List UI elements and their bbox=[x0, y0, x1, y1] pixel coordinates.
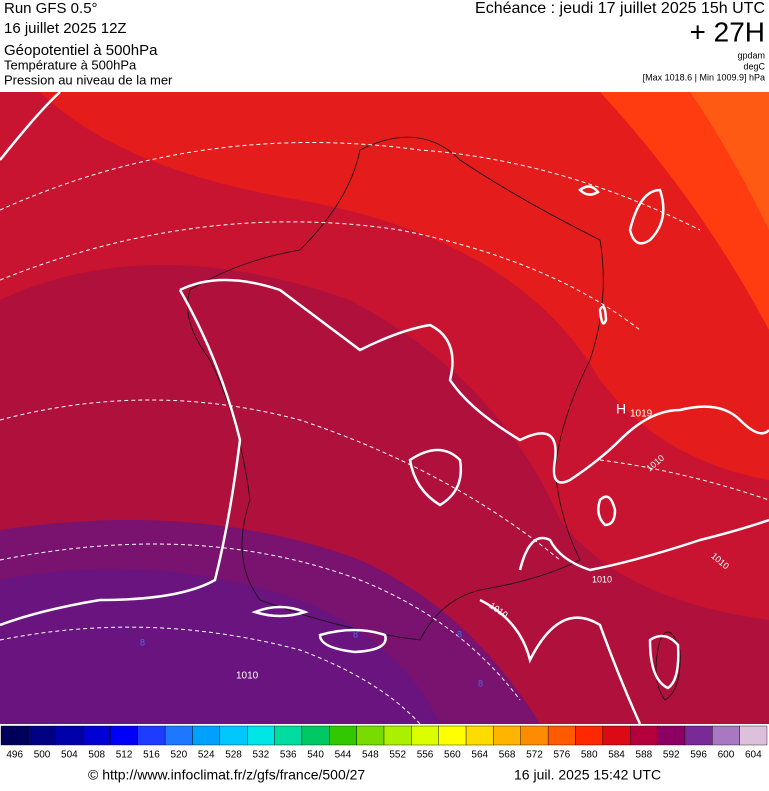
band bbox=[0, 568, 440, 724]
colorbar-label: 584 bbox=[608, 750, 625, 761]
band bbox=[690, 92, 769, 230]
unit: degC bbox=[743, 61, 765, 71]
colorbar-label: 572 bbox=[526, 750, 543, 761]
temp-label: 8 bbox=[478, 678, 483, 688]
colorbar-swatch bbox=[493, 725, 521, 746]
colorbar-swatch bbox=[55, 725, 84, 746]
colorbar-label: 496 bbox=[6, 750, 23, 761]
colorbar-swatch bbox=[28, 725, 56, 746]
colorbar-label: 508 bbox=[88, 750, 105, 761]
echeance: Echéance : jeudi 17 juillet 2025 15h UTC bbox=[475, 0, 765, 17]
colorbar-swatch bbox=[0, 725, 29, 746]
colorbar-label: 600 bbox=[718, 750, 735, 761]
colorbar-swatch bbox=[301, 725, 330, 746]
temp-label: 8 bbox=[140, 637, 145, 647]
colorbar-swatch bbox=[247, 725, 275, 746]
map: H 1019 1010 1010 1010 1010 1010 8 8 8 8 bbox=[0, 92, 769, 724]
borders bbox=[187, 136, 681, 701]
colorbar-label: 604 bbox=[745, 750, 762, 761]
colorbar-swatch bbox=[329, 725, 357, 746]
colorbar-swatch bbox=[274, 725, 303, 746]
colorbar-swatch bbox=[82, 725, 111, 746]
colorbar-swatch bbox=[712, 725, 740, 746]
colorbar-label: 596 bbox=[690, 750, 707, 761]
run-title: Run GFS 0.5° bbox=[4, 0, 98, 17]
colorbar-swatch bbox=[684, 725, 713, 746]
colorbar-label: 520 bbox=[170, 750, 187, 761]
colorbar-label: 540 bbox=[307, 750, 324, 761]
colorbar-swatch bbox=[383, 725, 412, 746]
colorbar-label: 516 bbox=[143, 750, 160, 761]
colorbar-swatch bbox=[657, 725, 686, 746]
colorbar-swatch bbox=[739, 725, 768, 746]
colorbar-label: 536 bbox=[280, 750, 297, 761]
colorbar-label: 556 bbox=[417, 750, 434, 761]
colorbar-label: 560 bbox=[444, 750, 461, 761]
colorbar-label: 580 bbox=[581, 750, 598, 761]
colorbar-label: 512 bbox=[116, 750, 133, 761]
colorbar-label: 524 bbox=[198, 750, 215, 761]
footer-url: © http://www.infoclimat.fr/z/gfs/france/… bbox=[88, 767, 365, 783]
colorbar-swatch bbox=[520, 725, 549, 746]
colorbar-label: 588 bbox=[636, 750, 653, 761]
colorbar-swatch bbox=[192, 725, 221, 746]
colorbar-label: 532 bbox=[253, 750, 270, 761]
colorbar-label: 504 bbox=[61, 750, 78, 761]
field: Géopotentiel à 500hPa bbox=[4, 42, 158, 59]
run-date: 16 juillet 2025 12Z bbox=[4, 20, 127, 37]
colorbar-swatch bbox=[575, 725, 604, 746]
colorbar-swatch bbox=[630, 725, 658, 746]
colorbar-swatch bbox=[219, 725, 248, 746]
field: Température à 500hPa bbox=[4, 57, 137, 72]
colorbar-label: 548 bbox=[362, 750, 379, 761]
colorbar-swatch bbox=[110, 725, 138, 746]
colorbar-label: 564 bbox=[471, 750, 488, 761]
colorbar-label: 568 bbox=[499, 750, 516, 761]
colorbar-swatch bbox=[438, 725, 467, 746]
colorbar-label: 528 bbox=[225, 750, 242, 761]
isobars bbox=[0, 92, 769, 724]
isobar-label: 1010 bbox=[592, 574, 612, 584]
band bbox=[600, 92, 769, 330]
temp-contours bbox=[0, 142, 769, 724]
high-marker: H bbox=[616, 401, 626, 417]
colorbar-label: 500 bbox=[34, 750, 51, 761]
colorbar-swatch bbox=[411, 725, 439, 746]
colorbar-label: 544 bbox=[335, 750, 352, 761]
temp-label: 8 bbox=[353, 629, 358, 639]
unit: [Max 1018.6 | Min 1009.9] hPa bbox=[643, 72, 765, 82]
colorbar-label: 592 bbox=[663, 750, 680, 761]
footer-date: 16 juil. 2025 15:42 UTC bbox=[514, 767, 661, 783]
colorbar-label: 552 bbox=[389, 750, 406, 761]
unit: gpdam bbox=[737, 50, 765, 60]
colorbar: 496 500 504 508 512 516 520 524 528 532 536 540 544 5… bbox=[0, 725, 768, 761]
lead-time: + 27H bbox=[690, 16, 766, 47]
colorbar-swatch bbox=[137, 725, 166, 746]
field: Pression au niveau de la mer bbox=[4, 72, 173, 87]
high-value: 1019 bbox=[630, 409, 653, 420]
colorbar-swatch bbox=[164, 725, 193, 746]
colorbar-swatch bbox=[602, 725, 631, 746]
colorbar-swatch bbox=[356, 725, 385, 746]
colorbar-label: 576 bbox=[553, 750, 570, 761]
temp-label: 8 bbox=[457, 629, 462, 639]
isobar-label: 1010 bbox=[236, 671, 259, 682]
colorbar-swatch bbox=[547, 725, 576, 746]
colorbar-swatch bbox=[465, 725, 494, 746]
